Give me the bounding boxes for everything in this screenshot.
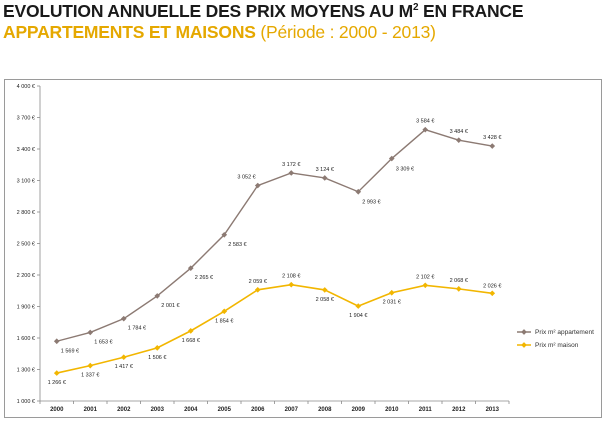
x-tick-label: 2004 xyxy=(184,407,198,413)
legend-label: Prix m² maison xyxy=(535,342,579,349)
data-label: 2 026 € xyxy=(483,283,501,289)
x-tick-label: 2009 xyxy=(352,407,366,413)
data-point xyxy=(221,308,228,315)
data-label: 1 506 € xyxy=(148,355,166,361)
data-label: 3 484 € xyxy=(450,129,468,135)
data-label: 2 031 € xyxy=(383,300,401,306)
data-point xyxy=(388,155,395,162)
data-point xyxy=(87,362,94,369)
data-label: 1 854 € xyxy=(215,318,233,324)
y-tick-label: 2 200 € xyxy=(17,273,35,279)
data-label: 1 337 € xyxy=(81,373,99,379)
x-tick-label: 2003 xyxy=(151,407,165,413)
y-tick-label: 1 000 € xyxy=(17,399,35,405)
x-tick-label: 2011 xyxy=(419,407,433,413)
legend-swatch-marker xyxy=(521,329,527,335)
data-point xyxy=(422,282,429,289)
legend-swatch-marker xyxy=(521,342,527,348)
x-tick-label: 2013 xyxy=(486,407,500,413)
data-point xyxy=(321,175,328,181)
data-label: 1 904 € xyxy=(349,313,367,319)
data-point xyxy=(455,137,462,144)
data-point xyxy=(254,286,261,293)
x-tick-label: 2005 xyxy=(218,407,232,413)
data-point xyxy=(288,170,295,176)
data-point xyxy=(355,303,362,309)
data-label: 3 052 € xyxy=(237,175,255,181)
data-label: 3 124 € xyxy=(316,167,334,173)
y-tick-label: 3 400 € xyxy=(17,147,35,153)
x-tick-label: 2000 xyxy=(50,407,64,413)
data-point xyxy=(187,265,194,272)
title-main: EVOLUTION ANNUELLE DES PRIX MOYENS AU M xyxy=(3,1,413,21)
data-point xyxy=(455,286,462,292)
data-point xyxy=(489,290,496,297)
y-tick-label: 2 800 € xyxy=(17,210,35,216)
data-label: 1 784 € xyxy=(128,326,146,332)
data-point xyxy=(120,315,127,322)
data-label: 2 108 € xyxy=(282,274,300,280)
x-tick-label: 2006 xyxy=(251,407,265,413)
data-label: 3 172 € xyxy=(282,162,300,168)
data-point xyxy=(154,345,161,351)
data-label: 2 058 € xyxy=(316,297,334,303)
data-label: 1 569 € xyxy=(61,348,79,354)
data-label: 2 059 € xyxy=(249,279,267,285)
x-tick-label: 2002 xyxy=(117,407,131,413)
y-tick-label: 3 700 € xyxy=(17,116,35,122)
x-tick-label: 2008 xyxy=(318,407,332,413)
y-tick-label: 1 600 € xyxy=(17,336,35,342)
data-label: 3 584 € xyxy=(416,119,434,125)
data-label: 2 993 € xyxy=(362,200,380,206)
x-tick-label: 2007 xyxy=(285,407,299,413)
data-label: 2 001 € xyxy=(161,303,179,309)
y-tick-label: 3 100 € xyxy=(17,179,35,185)
data-label: 1 668 € xyxy=(182,338,200,344)
page-subtitle: APPARTEMENTS ET MAISONS (Période : 2000 … xyxy=(3,22,436,43)
page-title: EVOLUTION ANNUELLE DES PRIX MOYENS AU M2… xyxy=(3,1,523,22)
data-point xyxy=(221,231,228,238)
y-tick-label: 1 300 € xyxy=(17,368,35,374)
x-tick-label: 2001 xyxy=(84,407,98,413)
data-point xyxy=(388,289,395,296)
data-point xyxy=(154,293,161,299)
data-point xyxy=(321,287,328,293)
y-tick-label: 2 500 € xyxy=(17,242,35,248)
data-point xyxy=(355,188,362,195)
data-label: 1 266 € xyxy=(48,380,66,386)
legend-label: Prix m² appartement xyxy=(535,329,594,336)
y-tick-label: 1 900 € xyxy=(17,305,35,311)
chart-frame xyxy=(4,79,602,418)
title-tail: EN FRANCE xyxy=(418,1,524,21)
title-superscript: 2 xyxy=(412,2,419,14)
data-point xyxy=(120,354,127,361)
data-label: 1 417 € xyxy=(115,364,133,370)
data-point xyxy=(53,338,60,345)
x-tick-label: 2012 xyxy=(452,407,466,413)
data-point xyxy=(288,281,295,288)
data-label: 2 102 € xyxy=(416,274,434,280)
data-point xyxy=(187,328,194,334)
data-label: 3 309 € xyxy=(396,167,414,173)
data-point xyxy=(53,370,60,376)
data-label: 1 653 € xyxy=(94,339,112,345)
y-tick-label: 4 000 € xyxy=(17,84,35,90)
subtitle-strong: APPARTEMENTS ET MAISONS xyxy=(3,22,256,42)
subtitle-period: (Période : 2000 - 2013) xyxy=(255,22,436,42)
data-point xyxy=(254,182,261,189)
data-label: 2 265 € xyxy=(195,275,213,281)
series-line-maison xyxy=(56,283,493,374)
data-point xyxy=(489,143,496,149)
x-tick-label: 2010 xyxy=(385,407,399,413)
series-line-appartement xyxy=(56,128,493,342)
data-label: 3 428 € xyxy=(483,135,501,141)
data-label: 2 583 € xyxy=(228,242,246,248)
data-label: 2 068 € xyxy=(450,278,468,284)
data-point xyxy=(87,329,94,336)
